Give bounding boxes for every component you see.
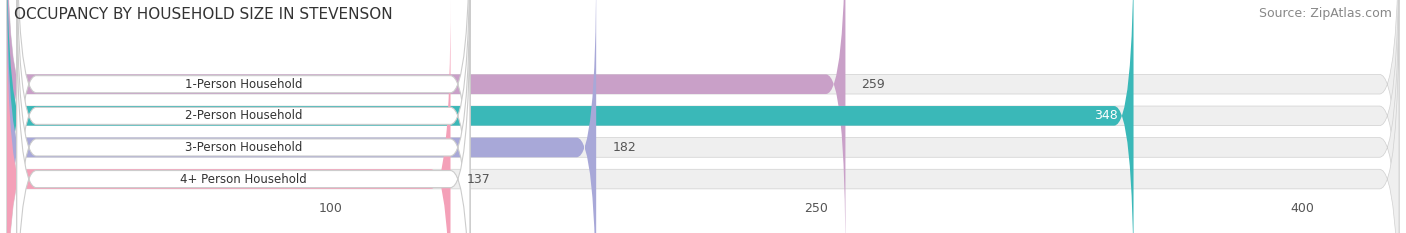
FancyBboxPatch shape (7, 0, 1399, 233)
FancyBboxPatch shape (17, 0, 470, 233)
Text: 3-Person Household: 3-Person Household (184, 141, 302, 154)
FancyBboxPatch shape (7, 0, 1399, 233)
Text: 182: 182 (613, 141, 636, 154)
Text: 4+ Person Household: 4+ Person Household (180, 173, 307, 185)
FancyBboxPatch shape (17, 0, 470, 233)
FancyBboxPatch shape (7, 0, 1399, 233)
Text: 2-Person Household: 2-Person Household (184, 109, 302, 122)
FancyBboxPatch shape (7, 0, 596, 233)
FancyBboxPatch shape (17, 0, 470, 233)
Text: 1-Person Household: 1-Person Household (184, 78, 302, 91)
Text: OCCUPANCY BY HOUSEHOLD SIZE IN STEVENSON: OCCUPANCY BY HOUSEHOLD SIZE IN STEVENSON (14, 7, 392, 22)
Text: 137: 137 (467, 173, 491, 185)
FancyBboxPatch shape (7, 0, 845, 233)
FancyBboxPatch shape (7, 0, 1133, 233)
Text: Source: ZipAtlas.com: Source: ZipAtlas.com (1258, 7, 1392, 20)
Text: 348: 348 (1094, 109, 1118, 122)
FancyBboxPatch shape (7, 0, 1399, 233)
Text: 259: 259 (862, 78, 886, 91)
FancyBboxPatch shape (17, 0, 470, 233)
FancyBboxPatch shape (7, 0, 450, 233)
